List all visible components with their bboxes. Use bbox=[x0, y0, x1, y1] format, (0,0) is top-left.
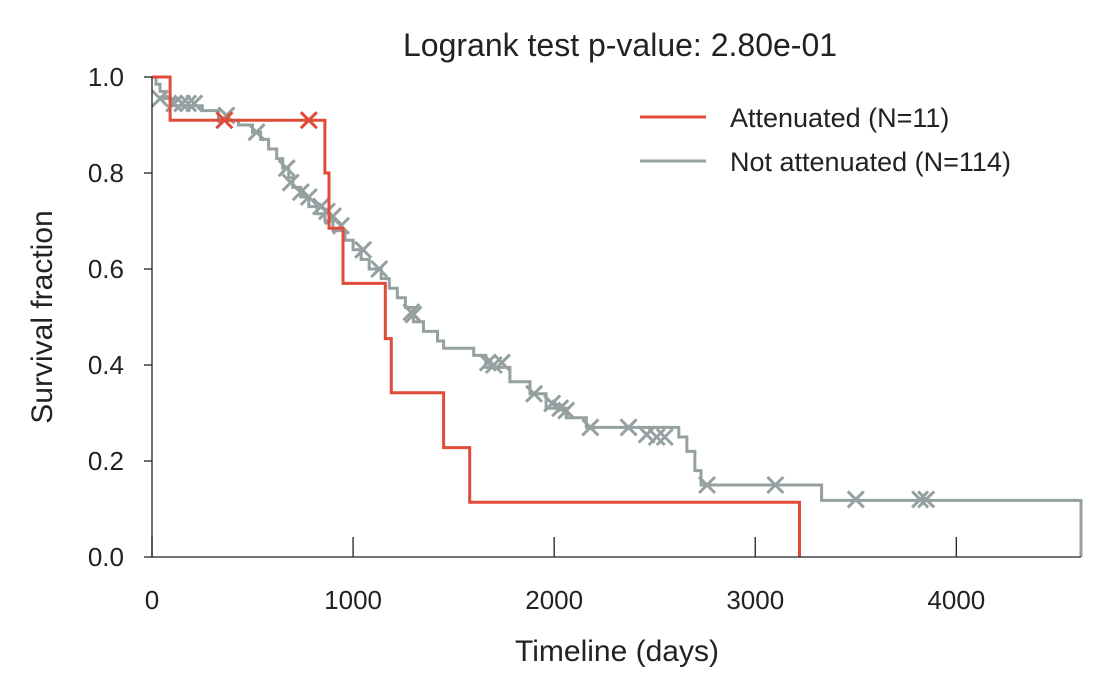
censor-mark bbox=[557, 401, 576, 420]
censor-mark bbox=[291, 183, 310, 202]
censor-mark bbox=[299, 187, 318, 207]
censor-mark bbox=[846, 490, 865, 509]
censor-mark bbox=[551, 399, 570, 418]
censor-mark bbox=[647, 427, 666, 447]
censor-mark bbox=[354, 240, 373, 259]
y-tick-label: 0.0 bbox=[88, 542, 124, 572]
plot-series bbox=[150, 75, 1083, 557]
y-axis-label: Survival fraction bbox=[26, 210, 59, 423]
censor-mark bbox=[543, 394, 562, 413]
censor-mark bbox=[478, 353, 497, 372]
x-ticks: 0 1000 2000 3000 4000 bbox=[145, 537, 985, 615]
censor-mark bbox=[655, 427, 674, 447]
censor-mark bbox=[619, 418, 638, 437]
legend-label: Attenuated (N=11) bbox=[730, 103, 949, 133]
y-ticks: 0.0 0.2 0.4 0.6 0.8 1.0 bbox=[88, 62, 152, 572]
censor-mark bbox=[277, 159, 296, 178]
y-tick-label: 0.2 bbox=[88, 446, 124, 476]
legend-item: Not attenuated (N=114) bbox=[640, 147, 1011, 177]
censor-mark bbox=[185, 94, 204, 113]
x-tick-label: 2000 bbox=[525, 585, 583, 615]
series-not-attenuated bbox=[150, 75, 1083, 557]
censor-mark bbox=[917, 490, 936, 509]
survival-line-attenuated bbox=[152, 75, 801, 557]
y-tick-label: 0.6 bbox=[88, 254, 124, 284]
censor-mark bbox=[766, 475, 785, 495]
y-tick-label: 0.8 bbox=[88, 158, 124, 188]
x-tick-label: 4000 bbox=[927, 585, 985, 615]
legend: Attenuated (N=11) Not attenuated (N=114) bbox=[640, 103, 1011, 177]
censor-mark bbox=[215, 111, 234, 130]
censor-mark bbox=[299, 111, 318, 130]
x-tick-label: 0 bbox=[145, 585, 159, 615]
censor-mark bbox=[911, 490, 930, 509]
series-attenuated bbox=[152, 75, 801, 557]
censor-mark bbox=[581, 418, 600, 437]
censor-mark bbox=[331, 216, 351, 235]
censor-mark bbox=[524, 384, 544, 403]
x-tick-label: 3000 bbox=[726, 585, 784, 615]
legend-label: Not attenuated (N=114) bbox=[730, 147, 1011, 177]
chart-title: Logrank test p-value: 2.80e-01 bbox=[403, 27, 837, 63]
y-tick-label: 1.0 bbox=[88, 62, 124, 92]
y-tick-label: 0.4 bbox=[88, 350, 124, 380]
censor-mark bbox=[697, 475, 717, 495]
censor-mark bbox=[404, 305, 423, 324]
censor-mark bbox=[150, 89, 170, 108]
x-axis-label: Timeline (days) bbox=[515, 635, 719, 668]
censor-mark bbox=[370, 259, 389, 279]
censor-mark bbox=[247, 123, 266, 142]
censor-mark bbox=[179, 94, 198, 113]
legend-item: Attenuated (N=11) bbox=[640, 103, 949, 133]
x-tick-label: 1000 bbox=[324, 585, 382, 615]
censor-mark bbox=[492, 353, 511, 372]
